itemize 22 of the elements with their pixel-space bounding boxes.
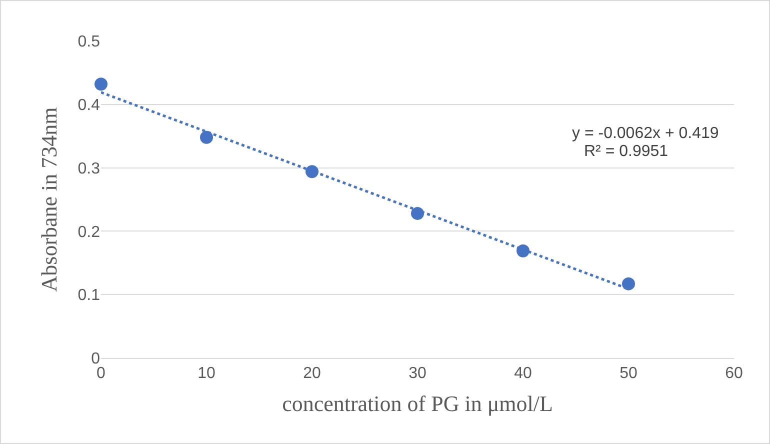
- x-tick-label: 20: [303, 365, 321, 382]
- x-tick-label: 40: [514, 365, 532, 382]
- point: [94, 78, 108, 91]
- y-tick-label: 0.1: [78, 287, 100, 304]
- y-tick-label: 0: [91, 350, 100, 368]
- y-tick-label: 0.4: [78, 97, 100, 114]
- point: [622, 277, 635, 290]
- x-tick-label: 60: [725, 365, 743, 382]
- y-axis-title: Absorbane in 734nm: [36, 107, 62, 292]
- y-tick-label: 0.3: [78, 160, 100, 178]
- point: [411, 206, 424, 220]
- x-axis-title: concentration of PG in μmol/L: [282, 391, 553, 416]
- y-tick-label: 0.5: [78, 34, 100, 51]
- point: [200, 130, 213, 144]
- x-tick-label: 30: [408, 365, 426, 382]
- y-tick-label: 0.2: [78, 224, 100, 241]
- x-tick-label: 10: [198, 365, 216, 382]
- point: [306, 165, 318, 178]
- point: [516, 244, 530, 258]
- annotation: R² = 0.9951: [584, 143, 668, 160]
- annotation: y = -0.0062x + 0.419: [572, 125, 719, 142]
- x-tick-label: 50: [620, 365, 638, 382]
